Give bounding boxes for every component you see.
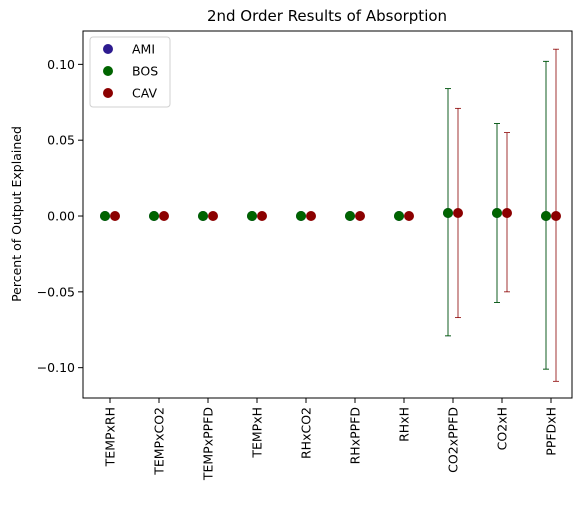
- y-tick-label: −0.10: [37, 360, 75, 375]
- data-point-cav: [208, 211, 218, 222]
- x-tick-label: RHxPPFD: [348, 407, 363, 464]
- x-tick-label: PPFDxH: [544, 407, 559, 456]
- legend-marker-cav: [103, 88, 113, 98]
- data-point-cav: [257, 211, 267, 222]
- data-point-cav: [502, 207, 512, 218]
- chart-title: 2nd Order Results of Absorption: [207, 7, 447, 25]
- data-point-bos: [443, 207, 453, 218]
- legend-marker-ami: [103, 44, 113, 54]
- x-tick-label: TEMPxPPFD: [201, 407, 216, 481]
- data-point-bos: [394, 211, 404, 222]
- data-point-bos: [100, 211, 110, 222]
- x-axis: TEMPxRH TEMPxCO2 TEMPxPPFD TEMPxH RHxCO2 RHxP…: [103, 398, 559, 481]
- data-point-bos: [541, 211, 551, 222]
- y-axis-label: Percent of Output Explained: [9, 126, 24, 302]
- data-points-layer: [100, 207, 561, 222]
- legend-marker-bos: [103, 66, 113, 76]
- y-tick-label: 0.10: [47, 57, 75, 72]
- data-point-cav: [355, 211, 365, 222]
- plot-area-frame: [82, 30, 573, 399]
- x-tick-label: RHxCO2: [299, 407, 314, 459]
- data-point-bos: [492, 207, 502, 218]
- x-tick-label: CO2xH: [495, 407, 510, 450]
- y-tick-label: 0.05: [47, 133, 75, 148]
- data-point-bos: [296, 211, 306, 222]
- legend-label-cav: CAV: [132, 86, 157, 101]
- y-tick-label: 0.00: [47, 209, 75, 224]
- data-point-bos: [247, 211, 257, 222]
- legend-label-ami: AMI: [132, 42, 155, 57]
- data-point-cav: [453, 207, 463, 218]
- data-point-cav: [551, 211, 561, 222]
- data-point-bos: [198, 211, 208, 222]
- y-tick-label: −0.05: [37, 284, 75, 299]
- x-tick-label: RHxH: [397, 407, 412, 442]
- x-tick-label: TEMPxRH: [103, 407, 118, 467]
- x-tick-label: CO2xPPFD: [446, 407, 461, 473]
- data-point-cav: [110, 211, 120, 222]
- legend-label-bos: BOS: [132, 64, 158, 79]
- data-point-cav: [404, 211, 414, 222]
- data-point-bos: [345, 211, 355, 222]
- data-point-cav: [306, 211, 316, 222]
- x-tick-label: TEMPxCO2: [152, 407, 167, 476]
- data-point-cav: [159, 211, 169, 222]
- data-point-bos: [149, 211, 159, 222]
- y-axis: −0.10 −0.05 0.00 0.05 0.10: [37, 57, 83, 375]
- legend: AMI BOS CAV: [89, 36, 171, 108]
- x-tick-label: TEMPxH: [250, 407, 265, 459]
